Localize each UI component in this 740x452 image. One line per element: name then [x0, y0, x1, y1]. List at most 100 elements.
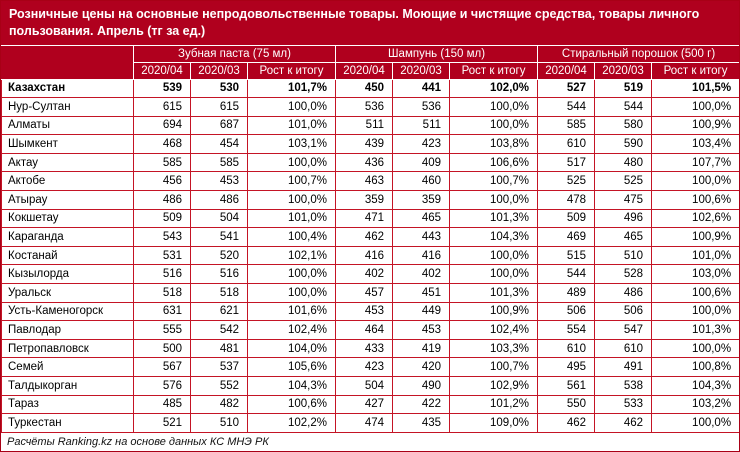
value-cell: 489 — [537, 283, 596, 303]
region-cell: Нур-Султан — [1, 97, 134, 117]
value-cell: 441 — [392, 78, 451, 99]
value-cell: 101,2% — [449, 394, 539, 415]
group-header-toothpaste: Зубная паста (75 мл) — [132, 44, 337, 63]
region-cell: Тараз — [1, 394, 134, 415]
table-row: Тараз 485 482 100,6% 427 422 101,2% 550 533 103,2… — [1, 394, 739, 415]
table-row: Кызылорда 516 516 100,0% 402 402 100,0% 544 528 1… — [1, 264, 739, 285]
value-cell: 531 — [133, 245, 191, 266]
value-cell: 687 — [190, 115, 248, 136]
value-cell: 104,3% — [246, 376, 337, 396]
value-cell: 543 — [133, 227, 191, 247]
region-cell: Павлодар — [1, 320, 134, 340]
value-cell: 537 — [190, 357, 248, 377]
value-cell: 416 — [392, 245, 451, 266]
value-cell: 106,6% — [449, 152, 539, 173]
value-cell: 561 — [537, 376, 596, 396]
value-cell: 474 — [335, 413, 394, 433]
value-cell: 104,3% — [651, 376, 739, 396]
region-cell: Казахстан — [1, 78, 134, 99]
value-cell: 480 — [594, 152, 653, 173]
value-cell: 100,0% — [246, 152, 337, 173]
value-cell: 102,2% — [246, 413, 337, 433]
value-cell: 100,9% — [651, 227, 739, 247]
value-cell: 103,3% — [449, 338, 539, 359]
value-cell: 103,4% — [651, 134, 739, 154]
value-cell: 509 — [537, 208, 596, 229]
value-cell: 495 — [537, 357, 596, 377]
value-cell: 100,6% — [651, 283, 739, 303]
value-cell: 504 — [335, 376, 394, 396]
subheader-0-1: 2020/03 — [190, 61, 248, 80]
region-cell: Караганда — [1, 227, 134, 247]
region-cell: Талдыкорган — [1, 376, 134, 396]
value-cell: 422 — [392, 394, 451, 415]
value-cell: 109,0% — [449, 413, 539, 433]
value-cell: 100,0% — [651, 301, 739, 322]
table-row: Павлодар 555 542 102,4% 464 453 102,4% 554 547 10… — [1, 320, 739, 340]
value-cell: 585 — [190, 152, 248, 173]
subheader-1-1: 2020/03 — [392, 61, 451, 80]
subheader-2-0: 2020/04 — [537, 61, 596, 80]
value-cell: 464 — [335, 320, 394, 340]
value-cell: 536 — [392, 97, 451, 117]
region-cell: Атырау — [1, 190, 134, 210]
value-cell: 102,4% — [449, 320, 539, 340]
value-cell: 478 — [537, 190, 596, 210]
value-cell: 453 — [392, 320, 451, 340]
value-cell: 516 — [133, 264, 191, 285]
value-cell: 486 — [133, 190, 191, 210]
value-cell: 610 — [537, 134, 596, 154]
region-cell: Кызылорда — [1, 264, 134, 285]
value-cell: 100,4% — [246, 227, 337, 247]
value-cell: 468 — [133, 134, 191, 154]
value-cell: 100,9% — [449, 301, 539, 322]
table-row: Талдыкорган 576 552 104,3% 504 490 102,9% 561 53… — [1, 376, 739, 396]
value-cell: 547 — [594, 320, 653, 340]
value-cell: 518 — [190, 283, 248, 303]
value-cell: 100,0% — [651, 338, 739, 359]
region-cell: Туркестан — [1, 413, 134, 433]
value-cell: 100,0% — [449, 190, 539, 210]
value-cell: 102,9% — [449, 376, 539, 396]
value-cell: 450 — [335, 78, 394, 99]
value-cell: 449 — [392, 301, 451, 322]
value-cell: 552 — [190, 376, 248, 396]
value-cell: 103,8% — [449, 134, 539, 154]
value-cell: 103,0% — [651, 264, 739, 285]
value-cell: 103,1% — [246, 134, 337, 154]
value-cell: 585 — [133, 152, 191, 173]
table-row: Атырау 486 486 100,0% 359 359 100,0% 478 475 100,… — [1, 190, 739, 210]
value-cell: 100,0% — [651, 97, 739, 117]
value-cell: 462 — [594, 413, 653, 433]
value-cell: 462 — [537, 413, 596, 433]
value-cell: 100,7% — [449, 171, 539, 192]
value-cell: 610 — [594, 338, 653, 359]
value-cell: 100,8% — [651, 357, 739, 377]
value-cell: 528 — [594, 264, 653, 285]
value-cell: 435 — [392, 413, 451, 433]
table-header: Зубная паста (75 мл) Шампунь (150 мл) Ст… — [1, 44, 739, 80]
region-cell: Уральск — [1, 283, 134, 303]
value-cell: 520 — [190, 245, 248, 266]
value-cell: 101,3% — [449, 208, 539, 229]
value-cell: 491 — [594, 357, 653, 377]
table-body: Казахстан 539 530 101,7% 450 441 102,0% 527 519 1… — [1, 78, 739, 433]
table-row: Шымкент 468 454 103,1% 439 423 103,8% 610 590 103… — [1, 134, 739, 154]
value-cell: 453 — [335, 301, 394, 322]
value-cell: 485 — [133, 394, 191, 415]
value-cell: 538 — [594, 376, 653, 396]
subheader-2-1: 2020/03 — [594, 61, 653, 80]
value-cell: 402 — [392, 264, 451, 285]
table-row: Костанай 531 520 102,1% 416 416 100,0% 515 510 10… — [1, 245, 739, 266]
value-cell: 525 — [594, 171, 653, 192]
value-cell: 359 — [335, 190, 394, 210]
region-cell: Шымкент — [1, 134, 134, 154]
subheader-0-2: Рост к итогу — [246, 61, 337, 80]
value-cell: 576 — [133, 376, 191, 396]
value-cell: 465 — [594, 227, 653, 247]
page-title: Розничные цены на основные непродовольст… — [1, 1, 739, 45]
value-cell: 423 — [335, 357, 394, 377]
value-cell: 510 — [594, 245, 653, 266]
value-cell: 103,2% — [651, 394, 739, 415]
